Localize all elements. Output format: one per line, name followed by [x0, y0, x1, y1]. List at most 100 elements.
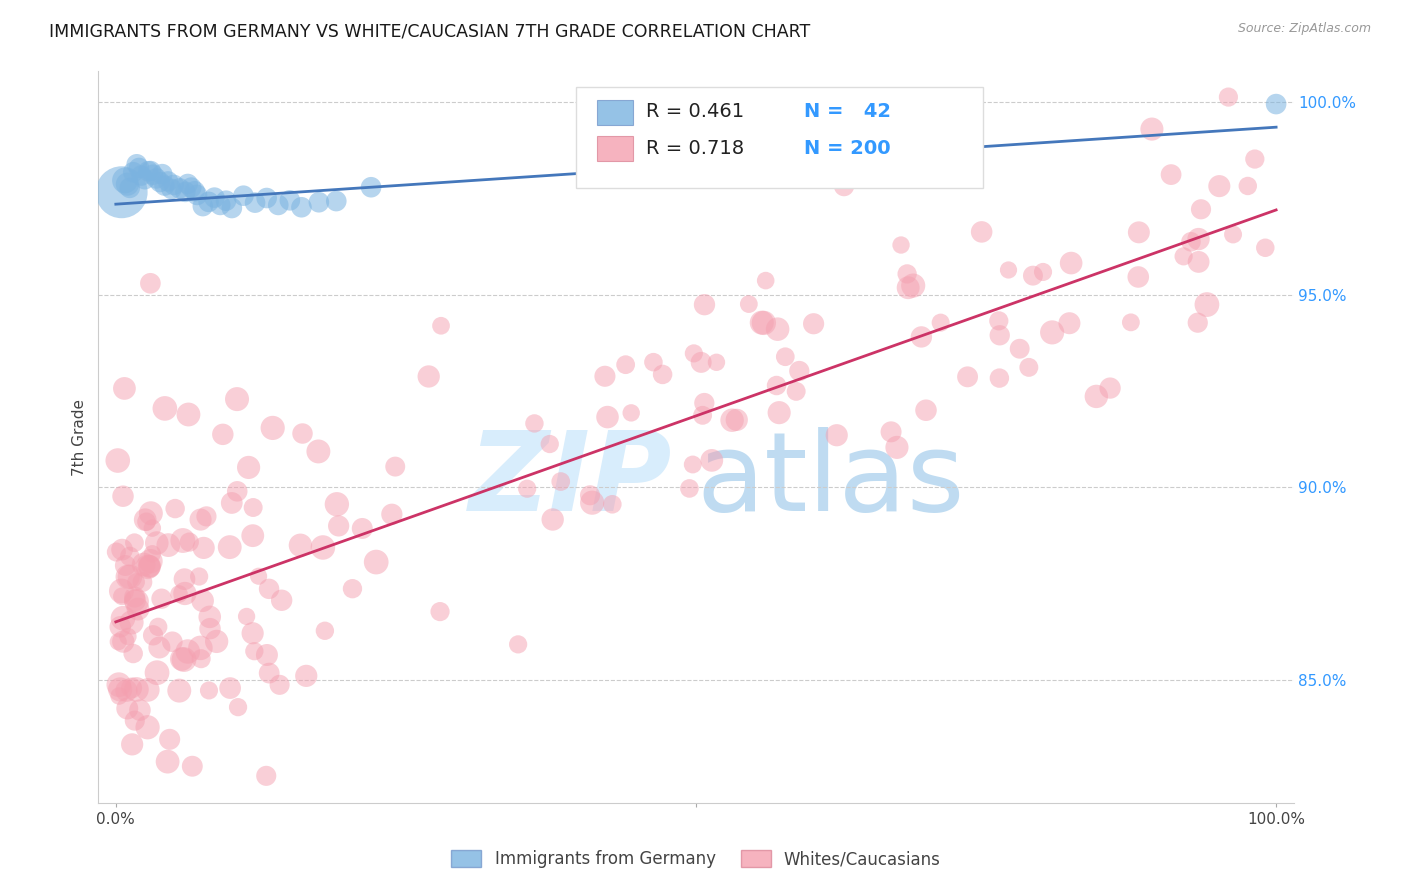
- Point: [1222, 227, 1244, 242]
- Point: [581, 496, 603, 510]
- Point: [131, 169, 153, 183]
- Point: [910, 330, 932, 344]
- Point: [700, 453, 723, 467]
- Point: [614, 358, 637, 372]
- Point: [751, 316, 773, 330]
- Point: [1208, 179, 1230, 194]
- Point: [1059, 316, 1081, 330]
- Point: [360, 180, 382, 194]
- Point: [177, 408, 200, 422]
- Point: [1265, 97, 1288, 112]
- Point: [418, 369, 440, 384]
- Point: [429, 605, 451, 619]
- Point: [890, 238, 912, 252]
- Point: [105, 545, 128, 559]
- Point: [785, 384, 807, 399]
- Point: [211, 427, 233, 442]
- Point: [115, 683, 138, 698]
- Point: [1218, 90, 1240, 104]
- Point: [181, 759, 204, 773]
- Point: [110, 584, 132, 599]
- Point: [430, 318, 453, 333]
- FancyBboxPatch shape: [596, 100, 633, 125]
- Text: R = 0.718: R = 0.718: [645, 138, 744, 158]
- Point: [690, 355, 713, 369]
- Point: [247, 569, 270, 583]
- Point: [118, 181, 141, 195]
- Point: [1040, 326, 1063, 340]
- Point: [538, 437, 561, 451]
- Legend: Immigrants from Germany, Whites/Caucasians: Immigrants from Germany, Whites/Caucasia…: [444, 844, 948, 875]
- Point: [1119, 315, 1142, 329]
- Point: [988, 371, 1011, 385]
- Point: [165, 501, 187, 516]
- Point: [678, 482, 700, 496]
- Point: [117, 177, 139, 191]
- Point: [139, 554, 162, 568]
- Point: [1032, 265, 1054, 279]
- Point: [125, 682, 148, 697]
- Point: [125, 575, 148, 590]
- Point: [1187, 255, 1209, 269]
- Point: [150, 591, 173, 606]
- Point: [177, 177, 200, 191]
- Point: [160, 182, 183, 196]
- Point: [620, 406, 643, 420]
- Point: [254, 769, 277, 783]
- Text: ZIP: ZIP: [468, 427, 672, 534]
- Point: [108, 689, 131, 703]
- Text: N =   42: N = 42: [804, 102, 890, 121]
- Point: [111, 611, 134, 625]
- Point: [803, 317, 825, 331]
- Point: [174, 185, 197, 199]
- Point: [257, 582, 280, 596]
- Point: [1128, 269, 1150, 284]
- Point: [593, 369, 616, 384]
- Point: [195, 509, 218, 524]
- Point: [125, 157, 148, 171]
- Point: [232, 188, 254, 202]
- Point: [596, 410, 619, 425]
- Point: [682, 346, 704, 360]
- Point: [188, 569, 211, 583]
- Point: [787, 364, 810, 378]
- Point: [111, 489, 134, 503]
- Point: [118, 549, 141, 564]
- Point: [692, 409, 714, 423]
- Point: [1254, 241, 1277, 255]
- Point: [314, 624, 336, 638]
- Point: [145, 171, 167, 186]
- Text: N = 200: N = 200: [804, 138, 890, 158]
- Point: [1140, 122, 1163, 136]
- Point: [156, 755, 179, 769]
- Point: [894, 145, 917, 159]
- Point: [132, 558, 155, 572]
- Point: [170, 652, 193, 666]
- Point: [312, 541, 335, 555]
- Point: [190, 512, 212, 526]
- Point: [146, 665, 169, 680]
- Point: [766, 322, 789, 336]
- Point: [136, 559, 159, 574]
- Point: [1018, 360, 1040, 375]
- Point: [242, 529, 264, 543]
- Point: [1085, 389, 1108, 403]
- Point: [177, 644, 200, 658]
- Point: [243, 644, 266, 658]
- Point: [124, 535, 146, 549]
- Point: [1060, 256, 1083, 270]
- Point: [157, 174, 180, 188]
- Point: [124, 714, 146, 728]
- Point: [162, 634, 184, 648]
- Point: [550, 475, 572, 489]
- Point: [138, 559, 160, 574]
- Point: [243, 195, 266, 210]
- Point: [682, 458, 704, 472]
- Point: [602, 497, 624, 511]
- Point: [651, 368, 673, 382]
- Point: [134, 513, 156, 527]
- Point: [190, 640, 212, 655]
- Point: [987, 314, 1010, 328]
- Point: [523, 417, 546, 431]
- Point: [183, 184, 205, 198]
